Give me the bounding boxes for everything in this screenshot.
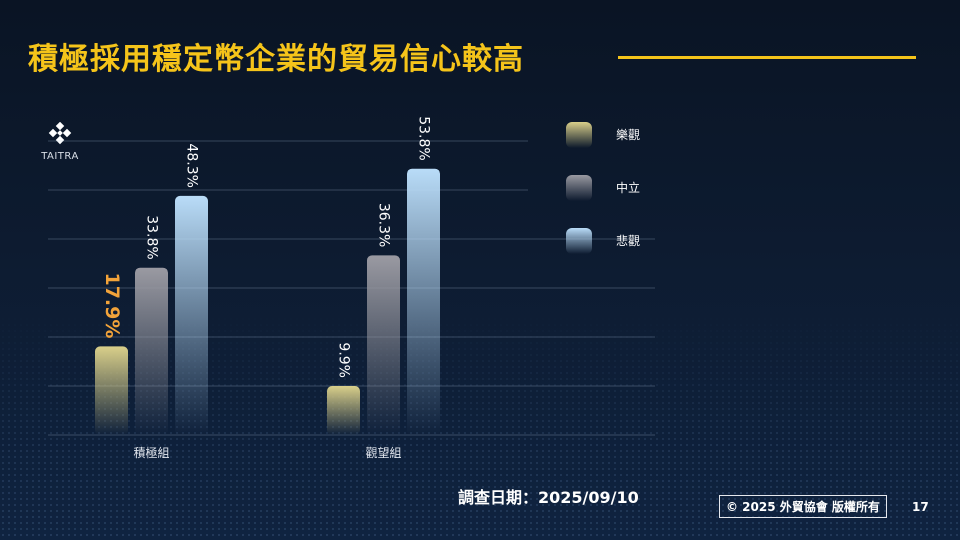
legend-swatch <box>566 227 592 254</box>
legend-label: 中立 <box>616 181 641 195</box>
bar-value-label: 17.9% <box>101 272 123 338</box>
survey-date: 調查日期：2025/09/10 <box>458 488 639 507</box>
bar-2-0 <box>175 195 208 435</box>
bar-value-label: 36.3% <box>376 203 392 247</box>
bar-value-label: 53.8% <box>416 116 432 160</box>
chart-labels: 17.9% 33.8% 48.3% 積極組 9.9% 36.3% 53.8% 觀望組 <box>101 116 432 460</box>
taitra-logo-icon <box>48 121 72 145</box>
chart-bars <box>95 168 440 435</box>
bar-value-label: 33.8% <box>144 215 160 259</box>
category-label: 積極組 <box>133 445 169 460</box>
legend-item-optimistic: 樂觀 <box>566 108 640 161</box>
bar-1-0 <box>135 267 168 435</box>
copyright-notice: © 2025 外貿協會 版權所有 <box>719 495 887 518</box>
legend-item-pessimistic: 悲觀 <box>566 214 640 267</box>
bar-0-0 <box>95 346 128 435</box>
slide-title: 積極採用穩定幣企業的貿易信心較高 <box>28 42 524 77</box>
chart-legend: 樂觀 中立 悲觀 <box>566 108 640 267</box>
legend-swatch <box>566 121 592 148</box>
page-number: 17 <box>912 500 929 514</box>
legend-label: 悲觀 <box>616 234 641 248</box>
bar-value-label: 9.9% <box>336 342 352 378</box>
bar-2-1 <box>407 168 440 435</box>
legend-swatch <box>566 174 592 201</box>
legend-item-neutral: 中立 <box>566 161 640 214</box>
bar-value-label: 48.3% <box>184 143 200 187</box>
title-rule <box>618 56 916 59</box>
category-label: 觀望組 <box>365 446 401 460</box>
logo-text: TAITRA <box>41 151 79 162</box>
taitra-logo: TAITRA <box>38 121 82 162</box>
bar-0-1 <box>327 385 360 435</box>
legend-label: 樂觀 <box>616 128 641 142</box>
bar-1-1 <box>367 255 400 435</box>
